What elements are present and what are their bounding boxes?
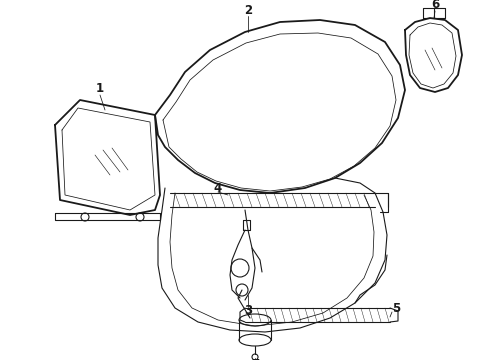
Text: 5: 5 bbox=[392, 302, 400, 315]
Text: 1: 1 bbox=[96, 81, 104, 94]
Text: 7: 7 bbox=[251, 359, 259, 360]
Text: 6: 6 bbox=[431, 0, 439, 12]
Text: 4: 4 bbox=[214, 181, 222, 194]
Text: 3: 3 bbox=[244, 303, 252, 316]
Text: 2: 2 bbox=[244, 4, 252, 17]
